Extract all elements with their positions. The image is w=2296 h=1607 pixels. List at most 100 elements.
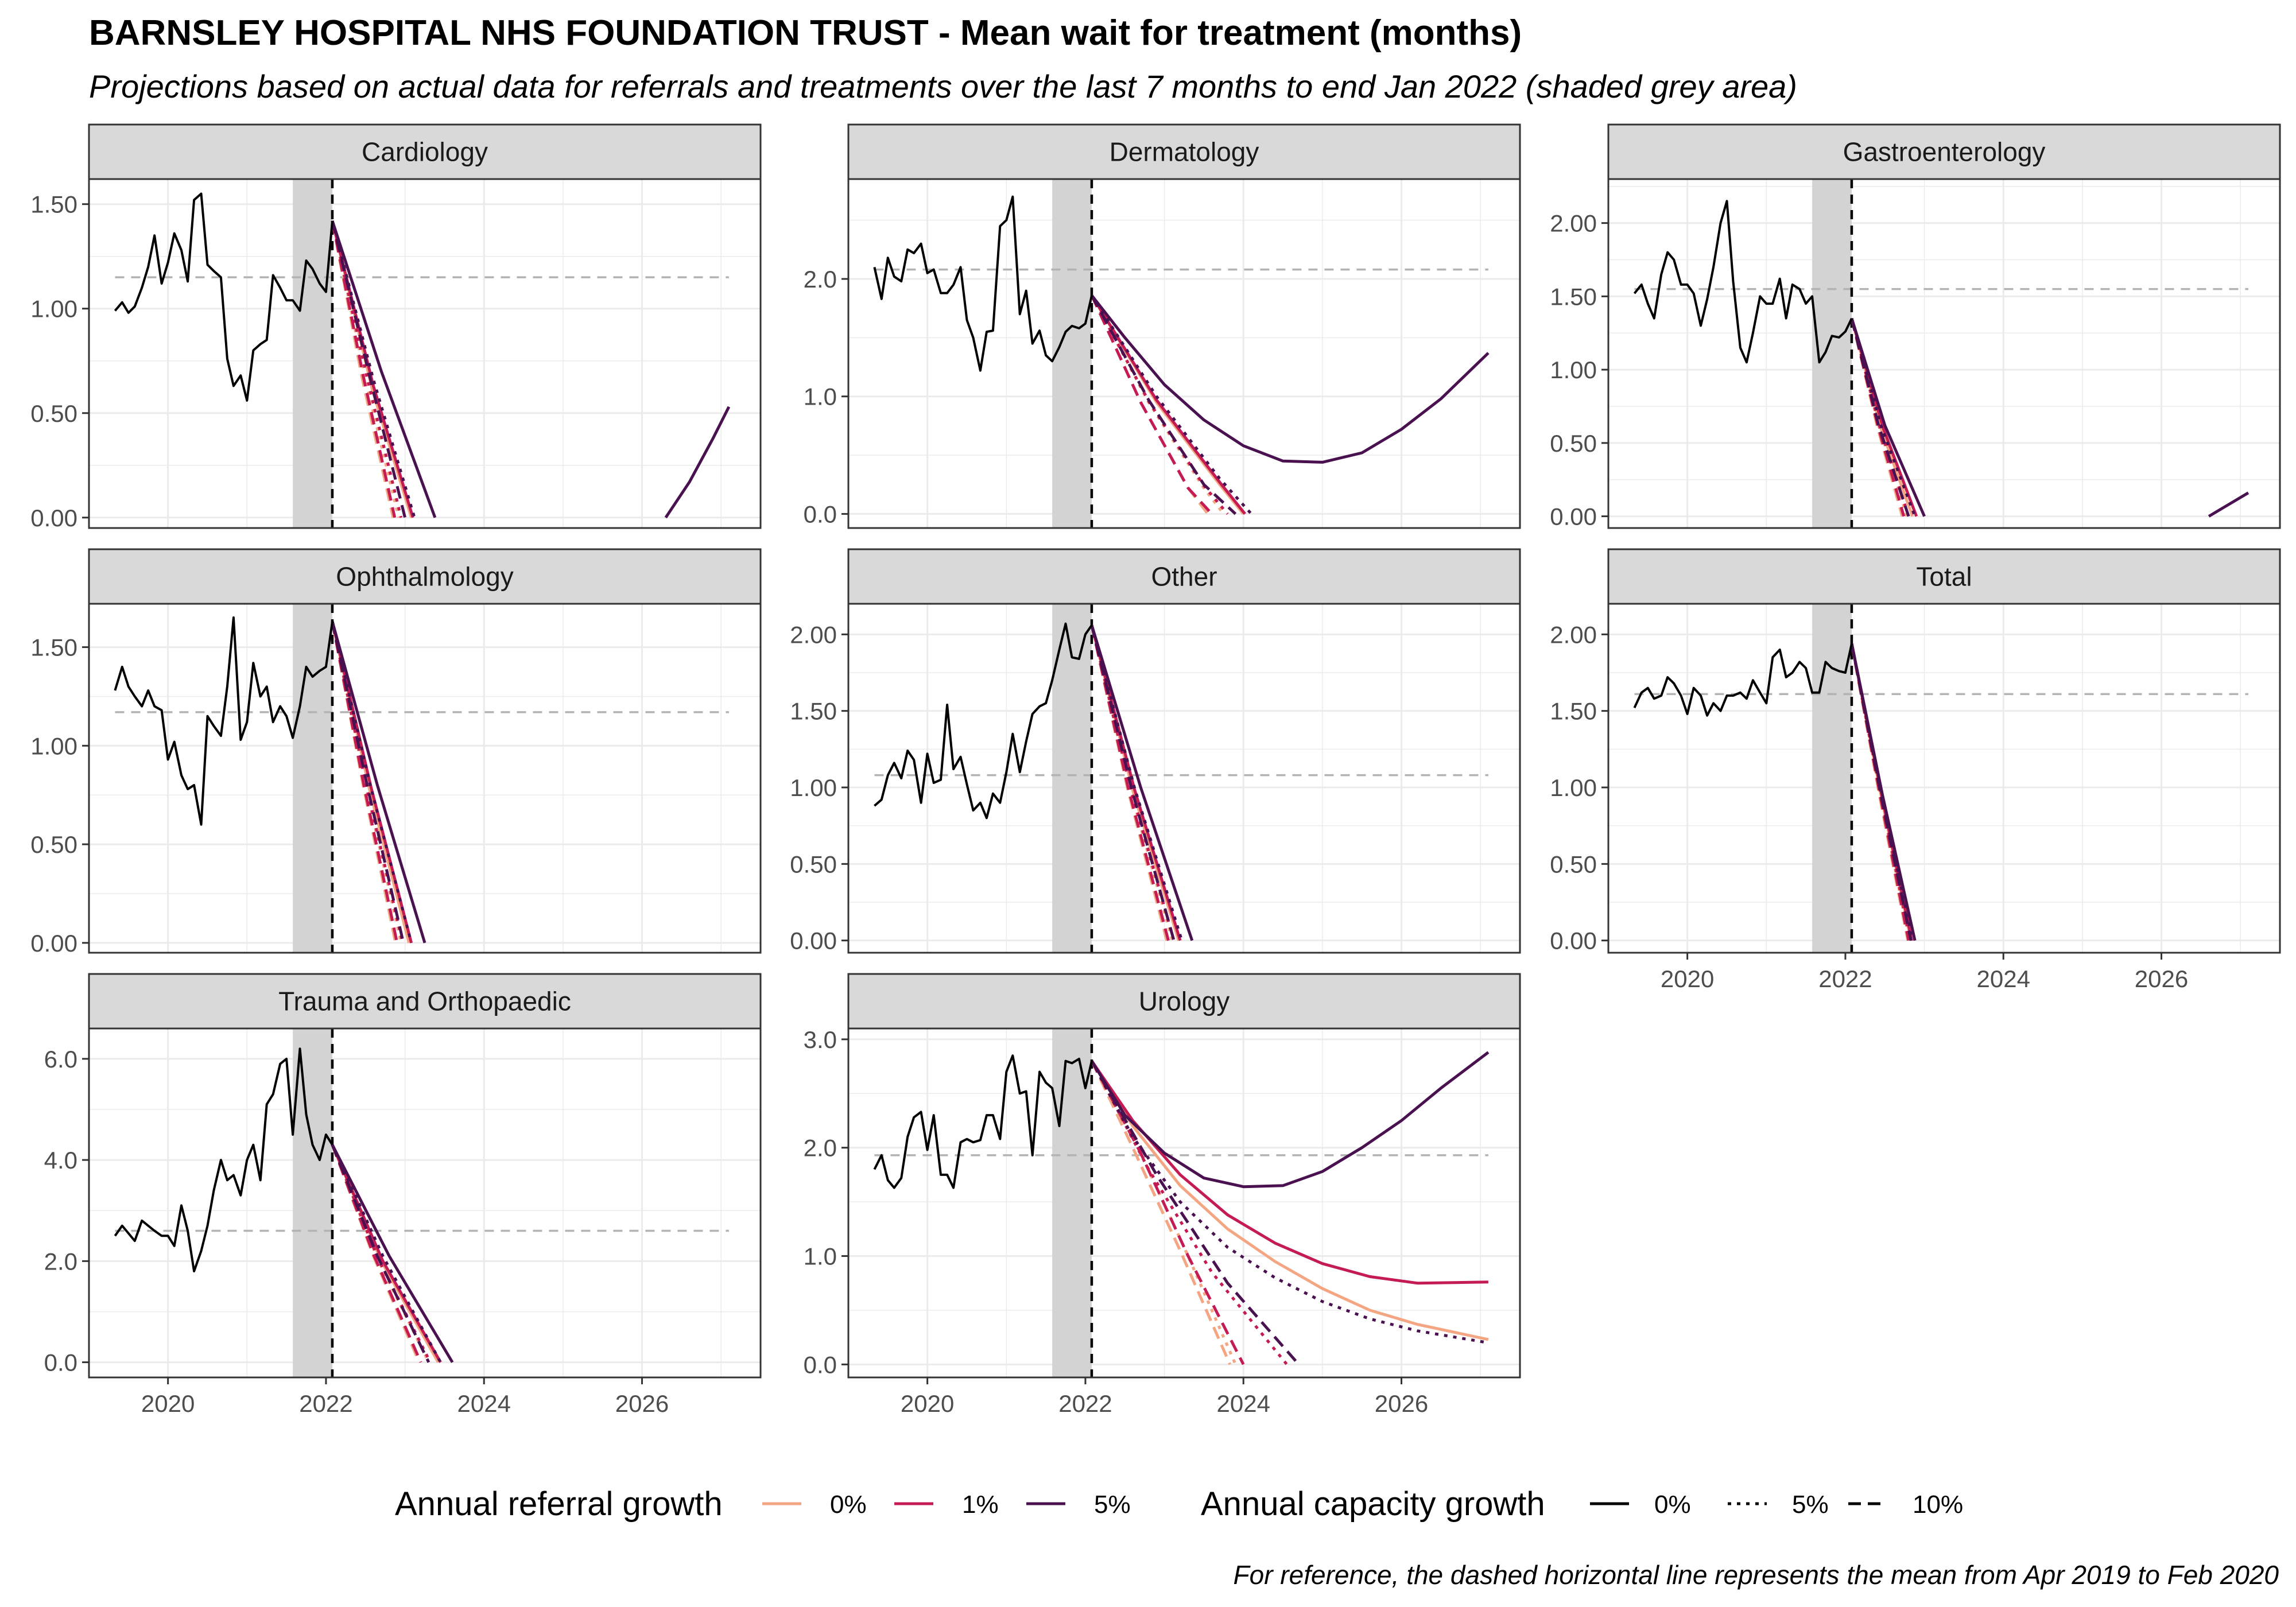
projection-line-ref5-cap5 <box>331 621 413 944</box>
history-line <box>1633 200 1853 364</box>
projection-line-ref5-cap5 <box>331 1144 442 1363</box>
projection-line-ref1-cap5 <box>1090 294 1229 515</box>
projection-line-ref0-cap0 <box>1090 1060 1489 1341</box>
y-tick-label: 0.50 <box>790 851 837 878</box>
panel-dermatology: Dermatology 0.0 1.0 2.0 <box>804 123 1521 529</box>
y-tick-label: 1.0 <box>804 383 837 410</box>
panel-body <box>89 179 761 528</box>
y-tick-label: 2.0 <box>804 266 837 293</box>
projection-line-ref1-cap10 <box>331 220 397 518</box>
history-line <box>1633 643 1853 717</box>
projection-line-ref0-cap5 <box>1090 294 1225 515</box>
y-tick-label: 6.0 <box>44 1046 77 1073</box>
facet-panels: Cardiology 0.00 0.50 1.00 1.50 Dermatology 0.0… <box>30 123 2281 1417</box>
projection-line-ref5-cap5 <box>1090 1060 1489 1345</box>
panel-border <box>847 1027 1521 1379</box>
panel-body <box>848 1028 1520 1377</box>
projection-line-ref0-cap10 <box>1090 1060 1232 1365</box>
facet-strip-label: Ophthalmology <box>336 562 513 592</box>
projection-line-ref1-cap10 <box>1090 624 1170 941</box>
panel-border <box>1607 603 2281 954</box>
facet-strip <box>88 123 762 180</box>
projection-line-ref0-cap5 <box>1090 1060 1237 1365</box>
chart-caption: For reference, the dashed horizontal lin… <box>1234 1560 2279 1590</box>
projection-line-ref1-cap0 <box>1090 294 1246 515</box>
facet-strip-label: Gastroenterology <box>1843 137 2046 167</box>
x-tick-label: 2022 <box>299 1390 352 1417</box>
panel-body <box>848 179 1520 528</box>
projection-line-ref5-cap10 <box>1850 643 1913 941</box>
projection-line-ref5-cap10 <box>331 1144 430 1363</box>
projection-line-ref5-cap10 <box>1090 1060 1300 1365</box>
facet-strip <box>847 973 1521 1030</box>
panel-gastroenterology: Gastroenterology 0.00 0.50 1.00 1.50 2.00 <box>1550 123 2281 530</box>
history-line <box>873 1054 1093 1189</box>
projection-line-ref5-cap5 <box>331 220 416 518</box>
legend-capacity-label: 0% <box>1654 1490 1691 1519</box>
shaded-period <box>1052 1028 1092 1377</box>
panel-border <box>88 178 762 529</box>
y-tick-label: 0.50 <box>1550 851 1597 878</box>
y-tick-label: 1.00 <box>1550 356 1597 383</box>
y-tick-label: 0.00 <box>1550 503 1597 530</box>
projection-line-ref5-cap10 <box>331 621 405 944</box>
facet-strip <box>847 548 1521 605</box>
facet-strip <box>847 123 1521 180</box>
x-tick-label: 2020 <box>1661 965 1714 992</box>
panel-cardiology: Cardiology 0.00 0.50 1.00 1.50 <box>30 123 762 531</box>
legend: Annual referral growth 0% 1% 5% Annual capac… <box>395 1485 1963 1523</box>
y-tick-label: 2.00 <box>1550 210 1597 237</box>
projection-line-ref5-cap5 <box>1090 624 1184 941</box>
panel-urology: Urology 0.0 1.0 2.0 3.0 2020 2022 2024 2026 <box>804 973 1521 1417</box>
y-tick-label: 0.00 <box>30 930 77 957</box>
x-tick-label: 2024 <box>1217 1390 1270 1417</box>
y-tick-label: 0.50 <box>1550 430 1597 457</box>
projection-line-ref5-cap10 <box>331 220 407 518</box>
panel-body <box>848 604 1520 953</box>
facet-strip <box>88 548 762 605</box>
y-tick-label: 1.50 <box>30 634 77 661</box>
projection-line-ref5-cap0 <box>331 621 426 944</box>
history-line <box>873 195 1093 372</box>
facet-strip-label: Dermatology <box>1110 137 1259 167</box>
x-tick-label: 2024 <box>457 1390 511 1417</box>
x-tick-label: 2024 <box>1977 965 2030 992</box>
x-tick-label: 2020 <box>901 1390 954 1417</box>
legend-referral-label: 5% <box>1094 1490 1131 1519</box>
panel-other: Other 0.00 0.50 1.00 1.50 2.00 <box>790 548 1521 954</box>
projection-line-ref0-cap10 <box>331 220 395 518</box>
x-tick-label: 2022 <box>1818 965 1872 992</box>
projection-line-ref5-cap0 <box>1091 294 1490 464</box>
y-tick-label: 1.0 <box>804 1243 837 1270</box>
y-tick-label: 2.0 <box>44 1248 77 1275</box>
y-tick-label: 1.50 <box>1550 698 1597 725</box>
panel-body <box>89 604 761 953</box>
y-tick-label: 1.00 <box>30 296 77 323</box>
panel-border <box>88 1027 762 1379</box>
y-tick-label: 0.0 <box>804 1351 837 1378</box>
projection-line-ref5-cap10 <box>1090 624 1176 941</box>
x-tick-label: 2020 <box>141 1390 195 1417</box>
y-tick-label: 1.50 <box>1550 283 1597 310</box>
y-tick-label: 0.50 <box>30 400 77 427</box>
y-tick-label: 2.00 <box>790 621 837 648</box>
shaded-period <box>1052 604 1092 953</box>
projection-line-ref5-cap0 <box>2208 491 2250 518</box>
facet-strip-label: Trauma and Orthopaedic <box>278 987 571 1016</box>
panel-ophthalmology: Ophthalmology 0.00 0.50 1.00 1.50 <box>30 548 762 957</box>
y-tick-label: 0.0 <box>44 1349 77 1376</box>
history-line <box>114 1047 333 1272</box>
chart-subtitle: Projections based on actual data for ref… <box>89 68 1797 104</box>
legend-referral-label: 0% <box>830 1490 867 1519</box>
panel-total: Total 0.00 0.50 1.00 1.50 2.00 2020 2022 2024 202… <box>1550 548 2281 992</box>
facet-strip-label: Cardiology <box>362 137 488 167</box>
shaded-period <box>293 179 332 528</box>
facet-strip <box>88 973 762 1030</box>
projection-line-ref5-cap10 <box>1090 294 1237 515</box>
history-line <box>874 622 1093 820</box>
legend-capacity-label: 5% <box>1792 1490 1829 1519</box>
legend-capacity-title: Annual capacity growth <box>1201 1485 1545 1523</box>
panel-border <box>847 603 1521 954</box>
facet-strip-label: Other <box>1151 562 1217 592</box>
